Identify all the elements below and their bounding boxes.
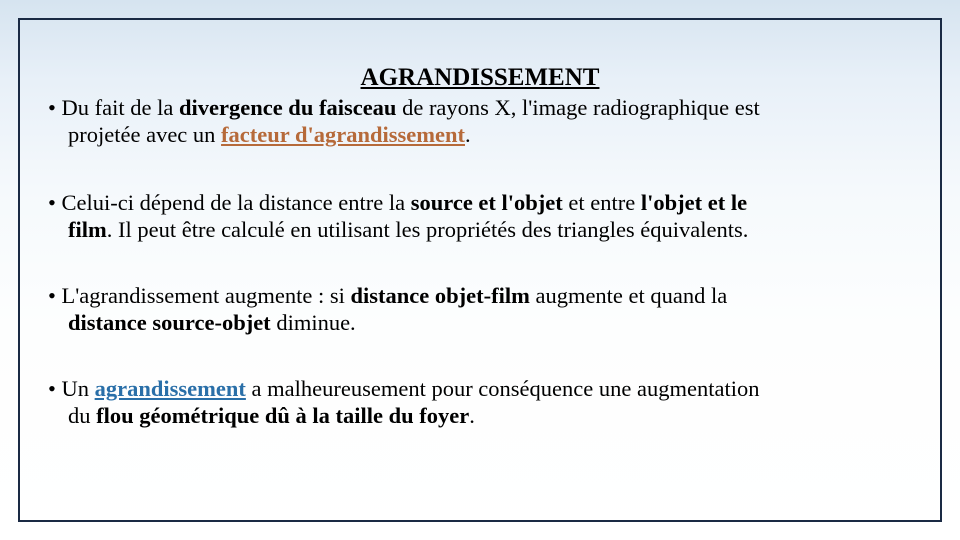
text: . Il peut être calculé en utilisant les … [107, 217, 749, 242]
bold-text: flou géométrique dû à la taille du foyer [96, 403, 469, 428]
text: • Celui-ci dépend de la distance entre l… [48, 190, 411, 215]
bullet-4: • Un agrandissement a malheureusement po… [48, 375, 912, 430]
bold-text: film [68, 217, 107, 242]
text: de rayons X, l'image radiographique est [396, 95, 759, 120]
accent-text: facteur d'agrandissement [221, 122, 465, 147]
bullet-3: • L'agrandissement augmente : si distanc… [48, 282, 912, 337]
text: • L'agrandissement augmente : si [48, 283, 350, 308]
bullet-1: • Du fait de la divergence du faisceau d… [48, 94, 912, 149]
bold-text: divergence du faisceau [179, 95, 396, 120]
text: a malheureusement pour conséquence une a… [246, 376, 760, 401]
bold-text: l'objet et le [641, 190, 747, 215]
text: augmente et quand la [530, 283, 727, 308]
text: • Du fait de la [48, 95, 179, 120]
text: . [469, 403, 475, 428]
slide-frame: AGRANDISSEMENT • Du fait de la divergenc… [18, 18, 942, 522]
bullet-2: • Celui-ci dépend de la distance entre l… [48, 189, 912, 244]
text: du [68, 403, 96, 428]
bold-text: source et l'objet [411, 190, 563, 215]
bold-text: distance source-objet [68, 310, 271, 335]
text: projetée avec un [68, 122, 221, 147]
link-text: agrandissement [95, 376, 246, 401]
bold-text: distance objet-film [350, 283, 529, 308]
text: diminue. [271, 310, 356, 335]
text: et entre [563, 190, 641, 215]
slide-title: AGRANDISSEMENT [48, 64, 912, 92]
text: . [465, 122, 471, 147]
text: • Un [48, 376, 95, 401]
